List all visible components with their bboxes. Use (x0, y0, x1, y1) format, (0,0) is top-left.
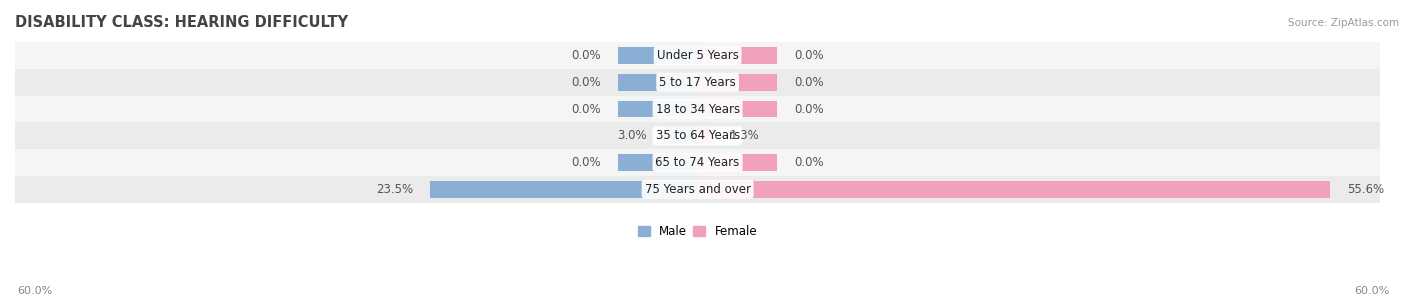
Text: 0.0%: 0.0% (794, 49, 824, 62)
Bar (619, 74, 697, 91)
Text: 0.0%: 0.0% (571, 49, 600, 62)
Bar (664, 127, 697, 144)
Bar (697, 154, 778, 171)
Bar (15, 176, 1381, 203)
Text: 18 to 34 Years: 18 to 34 Years (655, 102, 740, 116)
Text: 60.0%: 60.0% (17, 286, 52, 296)
Bar (619, 154, 697, 171)
Bar (15, 42, 1381, 69)
Text: 1.3%: 1.3% (730, 129, 759, 142)
Bar (619, 101, 697, 117)
Text: 0.0%: 0.0% (571, 102, 600, 116)
Text: DISABILITY CLASS: HEARING DIFFICULTY: DISABILITY CLASS: HEARING DIFFICULTY (15, 15, 349, 30)
Text: 3.0%: 3.0% (617, 129, 647, 142)
Text: Under 5 Years: Under 5 Years (657, 49, 738, 62)
Bar (697, 101, 778, 117)
Text: 35 to 64 Years: 35 to 64 Years (655, 129, 740, 142)
Bar (15, 69, 1381, 96)
Bar (15, 96, 1381, 122)
Bar (430, 181, 697, 198)
Text: 75 Years and over: 75 Years and over (644, 183, 751, 196)
Text: 5 to 17 Years: 5 to 17 Years (659, 76, 735, 89)
Bar (697, 181, 1330, 198)
Text: 65 to 74 Years: 65 to 74 Years (655, 156, 740, 169)
Bar (15, 149, 1381, 176)
Bar (697, 127, 713, 144)
Text: 0.0%: 0.0% (794, 76, 824, 89)
Text: 55.6%: 55.6% (1347, 183, 1385, 196)
Text: 0.0%: 0.0% (571, 76, 600, 89)
Legend: Male, Female: Male, Female (633, 221, 762, 243)
Text: 23.5%: 23.5% (375, 183, 413, 196)
Text: 0.0%: 0.0% (794, 156, 824, 169)
Bar (697, 74, 778, 91)
Text: Source: ZipAtlas.com: Source: ZipAtlas.com (1288, 18, 1399, 28)
Text: 0.0%: 0.0% (571, 156, 600, 169)
Bar (619, 47, 697, 64)
Text: 0.0%: 0.0% (794, 102, 824, 116)
Bar (15, 122, 1381, 149)
Bar (697, 47, 778, 64)
Text: 60.0%: 60.0% (1354, 286, 1389, 296)
